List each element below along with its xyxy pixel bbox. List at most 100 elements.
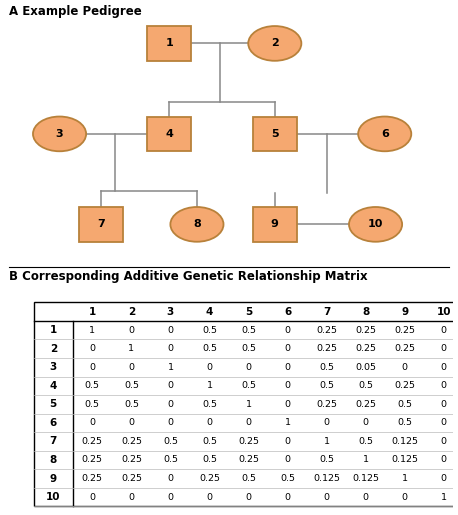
Text: A Example Pedigree: A Example Pedigree (9, 5, 142, 19)
Text: 6: 6 (284, 306, 291, 317)
Text: 0.25: 0.25 (238, 455, 259, 465)
Text: 0.25: 0.25 (199, 474, 220, 483)
Text: 8: 8 (193, 219, 201, 229)
Text: 0: 0 (284, 400, 290, 409)
Text: 0.25: 0.25 (355, 344, 376, 353)
Text: 0: 0 (168, 474, 174, 483)
Text: 0: 0 (128, 363, 134, 372)
Text: 0.25: 0.25 (82, 437, 103, 446)
Text: 0: 0 (363, 492, 369, 502)
Text: 0: 0 (128, 325, 134, 335)
Text: B Corresponding Additive Genetic Relationship Matrix: B Corresponding Additive Genetic Relatio… (9, 270, 368, 283)
Text: 0: 0 (441, 400, 447, 409)
Text: 4: 4 (206, 306, 213, 317)
Text: 0.25: 0.25 (394, 344, 415, 353)
Text: 0: 0 (89, 492, 95, 502)
Ellipse shape (358, 116, 411, 151)
Text: 0.5: 0.5 (202, 325, 217, 335)
Text: 0: 0 (441, 418, 447, 427)
Text: 0.5: 0.5 (202, 437, 217, 446)
Text: 0.5: 0.5 (163, 455, 178, 465)
Text: 4: 4 (165, 129, 174, 139)
Text: 0.5: 0.5 (85, 400, 100, 409)
Text: 0: 0 (168, 325, 174, 335)
Text: 2: 2 (128, 306, 135, 317)
Text: 0.25: 0.25 (82, 455, 103, 465)
Text: 0.05: 0.05 (355, 363, 376, 372)
Text: 0.25: 0.25 (82, 474, 103, 483)
Text: 0.5: 0.5 (241, 381, 256, 390)
Text: 0: 0 (441, 381, 447, 390)
Text: 3: 3 (56, 129, 63, 139)
Text: 0.25: 0.25 (394, 381, 415, 390)
Text: 1: 1 (402, 474, 408, 483)
Text: 0.125: 0.125 (391, 437, 418, 446)
Text: 0: 0 (89, 363, 95, 372)
Text: 7: 7 (97, 219, 104, 229)
Text: 0.5: 0.5 (163, 437, 178, 446)
Text: 0: 0 (128, 492, 134, 502)
Ellipse shape (33, 116, 86, 151)
Text: 0.5: 0.5 (241, 474, 256, 483)
Ellipse shape (170, 207, 224, 242)
Text: 0: 0 (168, 492, 174, 502)
Text: 0.5: 0.5 (202, 455, 217, 465)
Text: 0: 0 (207, 418, 213, 427)
FancyBboxPatch shape (253, 116, 297, 151)
Text: 5: 5 (245, 306, 252, 317)
Text: 9: 9 (271, 219, 279, 229)
Text: 0.25: 0.25 (238, 437, 259, 446)
Text: 1: 1 (49, 325, 57, 335)
Text: 7: 7 (49, 436, 57, 447)
Text: 0.25: 0.25 (355, 325, 376, 335)
Text: 1: 1 (324, 437, 330, 446)
FancyBboxPatch shape (253, 207, 297, 242)
FancyBboxPatch shape (147, 116, 191, 151)
Text: 0: 0 (245, 492, 251, 502)
Text: 1: 1 (245, 400, 251, 409)
Text: 0.5: 0.5 (319, 363, 334, 372)
Text: 0.25: 0.25 (316, 344, 337, 353)
Text: 0.25: 0.25 (355, 400, 376, 409)
Text: 0.25: 0.25 (121, 437, 142, 446)
Text: 0.25: 0.25 (394, 325, 415, 335)
Text: 0: 0 (168, 344, 174, 353)
Text: 6: 6 (381, 129, 389, 139)
Text: 0: 0 (284, 325, 290, 335)
Text: 0.5: 0.5 (124, 381, 139, 390)
Text: 10: 10 (368, 219, 383, 229)
Text: 7: 7 (323, 306, 330, 317)
Text: 0.25: 0.25 (316, 400, 337, 409)
Text: 0.5: 0.5 (397, 400, 412, 409)
Text: 6: 6 (49, 418, 57, 428)
Text: 0: 0 (89, 418, 95, 427)
Text: 0: 0 (441, 363, 447, 372)
Text: 1: 1 (363, 455, 369, 465)
Text: 10: 10 (436, 306, 451, 317)
Text: 0: 0 (402, 492, 408, 502)
Text: 5: 5 (49, 399, 57, 409)
Text: 5: 5 (271, 129, 278, 139)
Text: 0: 0 (441, 474, 447, 483)
Text: 0.125: 0.125 (352, 474, 379, 483)
Text: 0.5: 0.5 (280, 474, 295, 483)
Text: 0.5: 0.5 (319, 455, 334, 465)
Text: 3: 3 (167, 306, 174, 317)
Text: 0.5: 0.5 (124, 400, 139, 409)
Text: 1: 1 (166, 39, 173, 48)
Text: 0.125: 0.125 (313, 474, 340, 483)
Text: 0: 0 (402, 363, 408, 372)
Text: 0.5: 0.5 (358, 381, 373, 390)
Text: 3: 3 (49, 362, 57, 372)
Text: 1: 1 (207, 381, 213, 390)
Text: 1: 1 (128, 344, 134, 353)
Ellipse shape (248, 26, 301, 61)
FancyBboxPatch shape (79, 207, 123, 242)
Text: 0.5: 0.5 (241, 325, 256, 335)
Text: 0: 0 (441, 344, 447, 353)
Text: 0: 0 (441, 455, 447, 465)
Text: 9: 9 (401, 306, 408, 317)
Text: 8: 8 (362, 306, 369, 317)
Text: 0: 0 (168, 418, 174, 427)
Text: 0: 0 (284, 381, 290, 390)
